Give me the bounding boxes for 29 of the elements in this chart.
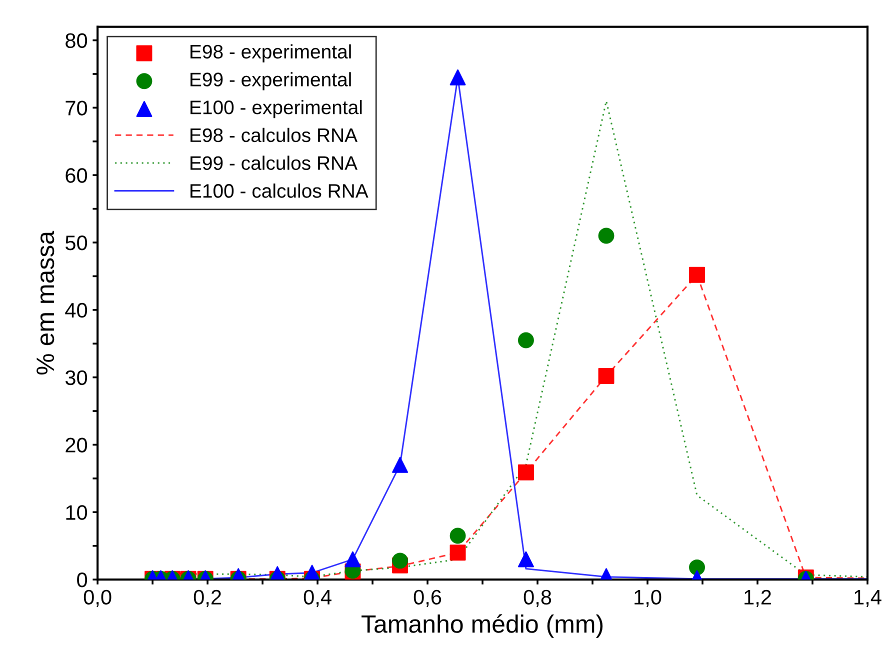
- x-tick-label: 0,0: [84, 590, 112, 608]
- y-tick-label: 0: [77, 572, 88, 588]
- x-tick-label: 0,4: [304, 590, 332, 608]
- x-axis-title: Tamanho médio (mm): [362, 614, 603, 638]
- point: [598, 368, 614, 384]
- point: [598, 228, 614, 244]
- x-tick-label: 0,2: [194, 590, 221, 608]
- y-axis-title: % em massa: [36, 230, 54, 375]
- y-tick-label: 30: [65, 370, 88, 386]
- legend-label: E100 - experimental: [190, 100, 362, 118]
- y-tick-label: 80: [66, 33, 88, 48]
- y-tick-label: 10: [66, 505, 88, 520]
- x-tick-label: 1,2: [744, 590, 771, 608]
- y-tick-label: 20: [66, 438, 88, 452]
- legend-label: E100 - calculos RNA: [190, 184, 368, 198]
- y-tick-label: 40: [65, 302, 88, 318]
- legend-label: E99 - calculos RNA: [190, 156, 358, 170]
- legend-label: E98 - calculos RNA: [190, 128, 358, 142]
- legend-label: E99 - experimental: [190, 72, 351, 90]
- x-tick-label: 0,8: [524, 590, 552, 608]
- point: [689, 266, 705, 283]
- x-tick-label: 1,0: [634, 590, 662, 608]
- legend-label: E98 - experimental: [190, 44, 351, 62]
- y-tick-label: 50: [66, 236, 88, 250]
- y-tick-label: 60: [66, 168, 88, 183]
- x-tick-label: 0,6: [414, 590, 442, 608]
- point: [518, 332, 534, 348]
- y-tick-label: 70: [66, 100, 88, 116]
- x-tick-label: 1,4: [854, 590, 882, 608]
